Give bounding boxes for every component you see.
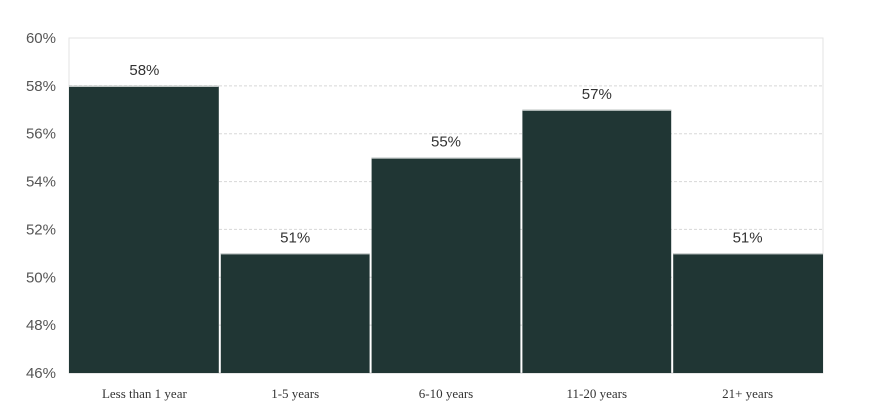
data-label: 57% xyxy=(582,86,612,103)
y-tick-label: 52% xyxy=(26,221,56,238)
bar xyxy=(69,85,219,373)
y-tick-label: 46% xyxy=(26,365,56,382)
y-tick-label: 58% xyxy=(26,78,56,95)
x-category-label: Less than 1 year xyxy=(102,386,188,401)
y-tick-label: 48% xyxy=(26,317,56,334)
y-tick-label: 54% xyxy=(26,174,56,191)
x-category-label: 6-10 years xyxy=(419,386,474,401)
y-tick-label: 60% xyxy=(26,30,56,47)
y-axis-ticks: 46% 48% 50% 52% 54% 56% 58% 60% xyxy=(26,30,56,382)
y-tick-label: 56% xyxy=(26,126,56,143)
data-label: 58% xyxy=(129,62,159,79)
data-label: 51% xyxy=(280,229,310,246)
data-labels: 58% 51% 55% 57% 51% xyxy=(129,62,762,247)
x-category-label: 11-20 years xyxy=(567,386,628,401)
x-category-label: 21+ years xyxy=(722,386,773,401)
bar xyxy=(220,253,370,373)
data-label: 51% xyxy=(733,229,763,246)
bar xyxy=(673,253,823,373)
bar xyxy=(371,157,521,373)
bars xyxy=(69,85,823,374)
x-category-label: 1-5 years xyxy=(271,386,319,401)
y-tick-label: 50% xyxy=(26,269,56,286)
x-axis-categories: Less than 1 year 1-5 years 6-10 years 11-20… xyxy=(102,386,773,401)
data-label: 55% xyxy=(431,134,461,151)
bar xyxy=(522,109,672,374)
